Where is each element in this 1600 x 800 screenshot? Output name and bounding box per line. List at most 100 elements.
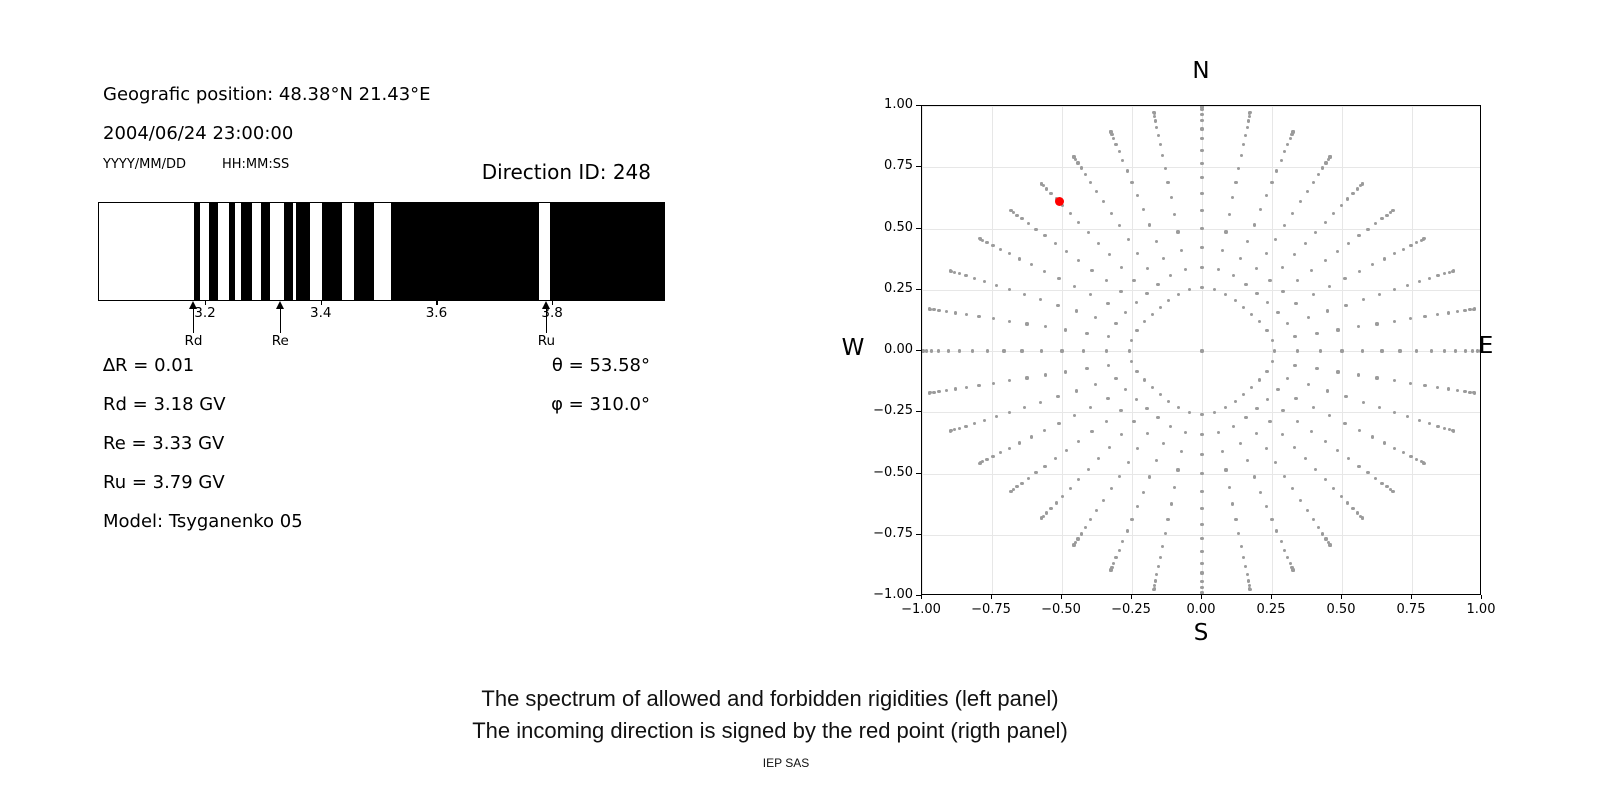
direction-dot bbox=[1357, 428, 1361, 433]
spectrum-plot-box bbox=[98, 202, 665, 301]
datetime-text: 2004/06/24 23:00:00 bbox=[103, 123, 294, 144]
direction-dot bbox=[1355, 511, 1359, 515]
x-tick-label: −0.75 bbox=[971, 602, 1011, 617]
direction-dot bbox=[1108, 569, 1113, 573]
direction-dot bbox=[1109, 487, 1113, 491]
direction-dot bbox=[1275, 529, 1279, 533]
direction-dot bbox=[1265, 301, 1270, 305]
direction-dot bbox=[1374, 221, 1378, 226]
direction-dot bbox=[1169, 424, 1173, 428]
y-tick-label: 1.00 bbox=[884, 97, 913, 112]
direction-dot bbox=[1254, 267, 1258, 271]
direction-dot bbox=[1357, 269, 1361, 274]
direction-dot bbox=[1468, 390, 1472, 394]
direction-dot bbox=[1255, 292, 1259, 296]
direction-dot bbox=[1135, 504, 1139, 508]
direction-dot bbox=[1415, 240, 1419, 245]
x-tick-label: 3.8 bbox=[541, 305, 563, 321]
direction-dot bbox=[1200, 571, 1204, 575]
direction-dot bbox=[1200, 471, 1204, 476]
direction-dot bbox=[1045, 511, 1049, 515]
direction-dot bbox=[1227, 486, 1232, 490]
direction-dot bbox=[1239, 544, 1243, 548]
direction-dot bbox=[1377, 405, 1382, 410]
direction-dot bbox=[1130, 517, 1134, 521]
direction-dot bbox=[1224, 468, 1228, 472]
direction-dot bbox=[1064, 370, 1068, 374]
direction-dot bbox=[1089, 293, 1093, 297]
direction-dot bbox=[1419, 238, 1423, 242]
direction-dot bbox=[1146, 431, 1150, 435]
direction-dot bbox=[1154, 579, 1158, 583]
y-tick bbox=[916, 227, 921, 229]
direction-dot bbox=[1200, 452, 1204, 457]
direction-dot bbox=[1039, 181, 1043, 185]
direction-dot bbox=[1064, 448, 1069, 453]
direction-id-text: Direction ID: 248 bbox=[481, 160, 651, 184]
direction-dot bbox=[1056, 395, 1060, 399]
direction-dot bbox=[1153, 114, 1157, 119]
direction-dot bbox=[1119, 289, 1123, 294]
direction-dot bbox=[1136, 252, 1140, 256]
direction-dot bbox=[1252, 475, 1257, 479]
direction-dot bbox=[1326, 157, 1331, 161]
direction-dot bbox=[957, 426, 961, 430]
direction-dot bbox=[1245, 573, 1249, 577]
direction-dot bbox=[1141, 490, 1145, 494]
direction-dot bbox=[1242, 392, 1246, 396]
direction-dot bbox=[1071, 154, 1076, 158]
direction-dot bbox=[1249, 312, 1254, 317]
direction-dot bbox=[1346, 501, 1350, 505]
direction-dot bbox=[1117, 150, 1121, 154]
direction-dot bbox=[1451, 429, 1455, 433]
direction-dot bbox=[1163, 166, 1167, 171]
x-tick bbox=[320, 301, 322, 305]
direction-dot bbox=[1377, 292, 1382, 297]
direction-dot bbox=[1380, 217, 1384, 221]
grid-line-vertical bbox=[992, 106, 993, 594]
direction-dot bbox=[1136, 446, 1140, 450]
direction-dot bbox=[1200, 561, 1204, 565]
direction-dot bbox=[1392, 208, 1396, 212]
direction-dot bbox=[1007, 446, 1011, 450]
x-tick-label: −0.50 bbox=[1041, 602, 1081, 617]
direction-dot bbox=[1020, 349, 1024, 353]
direction-dot bbox=[1274, 237, 1278, 241]
direction-dot bbox=[1145, 406, 1149, 410]
direction-dot bbox=[1007, 252, 1011, 256]
direction-dot bbox=[964, 313, 968, 317]
direction-dot bbox=[1042, 514, 1046, 518]
direction-dot bbox=[1259, 490, 1263, 494]
x-tick bbox=[205, 301, 207, 305]
direction-dot bbox=[1415, 457, 1419, 462]
y-tick bbox=[916, 350, 921, 352]
direction-dot bbox=[953, 387, 957, 391]
direction-dot bbox=[1265, 504, 1269, 508]
direction-dot bbox=[1286, 555, 1290, 560]
direction-dot bbox=[1335, 448, 1340, 453]
direction-dot bbox=[1357, 234, 1361, 238]
direction-dot bbox=[1417, 280, 1422, 284]
direction-dot bbox=[937, 349, 941, 353]
direction-dot bbox=[1072, 284, 1076, 289]
direction-dot bbox=[1323, 220, 1327, 225]
forbidden-band bbox=[194, 203, 201, 300]
direction-dot bbox=[1056, 303, 1060, 307]
direction-dot bbox=[1108, 445, 1112, 449]
direction-dot bbox=[1275, 169, 1279, 173]
forbidden-band bbox=[284, 203, 293, 300]
direction-dot bbox=[1077, 439, 1081, 444]
direction-dot bbox=[1200, 593, 1204, 594]
direction-dot bbox=[1121, 159, 1125, 163]
direction-dot bbox=[1183, 430, 1188, 435]
direction-dot bbox=[1114, 555, 1118, 560]
cutoff-arrow-head bbox=[189, 301, 198, 309]
param-rd: Rd = 3.18 GV bbox=[103, 394, 226, 415]
direction-dot bbox=[1060, 349, 1064, 353]
direction-dot bbox=[1120, 433, 1124, 437]
direction-dot bbox=[1007, 379, 1012, 383]
direction-dot bbox=[1083, 525, 1088, 530]
direction-dot bbox=[1156, 565, 1161, 569]
y-tick-label: −0.50 bbox=[873, 464, 913, 480]
direction-dot bbox=[1154, 239, 1158, 243]
